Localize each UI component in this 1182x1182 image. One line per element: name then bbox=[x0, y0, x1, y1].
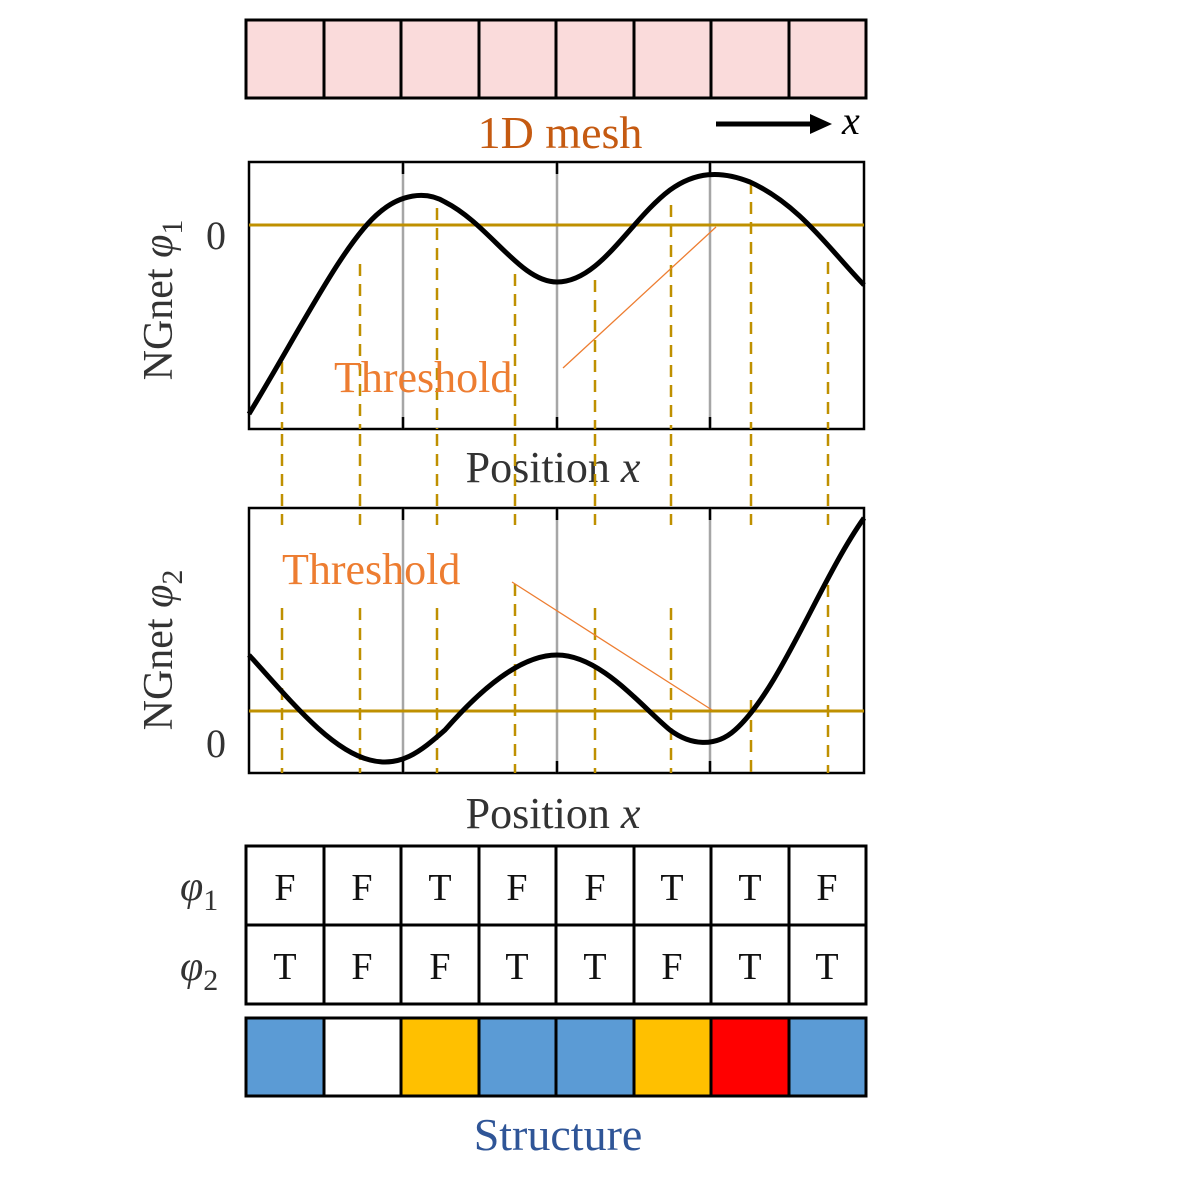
table-cell: F bbox=[429, 946, 450, 988]
table-cell: T bbox=[428, 867, 451, 909]
structure-cell bbox=[709, 1016, 791, 1098]
plot2-frame bbox=[247, 506, 866, 775]
plot1-zero-label: 0 bbox=[206, 213, 226, 258]
plot2-threshold-pointer bbox=[511, 581, 713, 711]
table-cell: T bbox=[273, 946, 296, 988]
mesh-axis-symbol: x bbox=[841, 98, 860, 143]
table-cell: F bbox=[584, 867, 605, 909]
structure-cell bbox=[322, 1016, 403, 1098]
table-cell: F bbox=[274, 867, 295, 909]
plot1-frame bbox=[247, 160, 866, 431]
table-row1-label: φ1 bbox=[180, 864, 218, 917]
table-cell: T bbox=[583, 946, 606, 988]
table-row2-values: T F F T T F T T bbox=[273, 946, 838, 988]
plot1-xlabel: Position x bbox=[466, 443, 641, 492]
connector-dashed-lines bbox=[280, 434, 830, 525]
table-cell: T bbox=[505, 946, 528, 988]
structure-label: Structure bbox=[474, 1109, 643, 1160]
x-axis-arrow bbox=[716, 114, 832, 134]
plot2-dashed-markers bbox=[280, 584, 830, 773]
plot1-threshold-pointer bbox=[562, 226, 717, 369]
table-row1-values: F F T F F T T F bbox=[274, 867, 837, 909]
mesh-row bbox=[244, 18, 868, 100]
plot1-threshold-label: Threshold bbox=[334, 353, 512, 402]
structure-cell bbox=[632, 1016, 713, 1098]
table-cell: F bbox=[506, 867, 527, 909]
table-cell: F bbox=[661, 946, 682, 988]
table-cell: F bbox=[816, 867, 837, 909]
structure-cell bbox=[244, 1016, 326, 1098]
plot2-curve bbox=[247, 516, 867, 765]
plot1-dashed-markers bbox=[280, 182, 830, 429]
table-cell: T bbox=[815, 946, 838, 988]
plot1-ylabel: NGnet φ1 bbox=[136, 220, 189, 381]
plot2-ylabel: NGnet φ2 bbox=[136, 570, 189, 731]
plot2-zero-label: 0 bbox=[206, 721, 226, 766]
structure-cell bbox=[554, 1016, 636, 1098]
plot1-curve bbox=[246, 171, 866, 416]
truth-table bbox=[244, 844, 868, 1006]
plot2-xlabel: Position x bbox=[466, 789, 641, 838]
table-cell: F bbox=[351, 946, 372, 988]
table-cell: T bbox=[738, 867, 761, 909]
plot2-threshold-label: Threshold bbox=[282, 545, 460, 594]
table-cell: T bbox=[738, 946, 761, 988]
table-cell: F bbox=[351, 867, 372, 909]
structure-cell bbox=[477, 1016, 558, 1098]
structure-row bbox=[244, 1016, 868, 1098]
mesh-label: 1D mesh bbox=[478, 107, 643, 158]
table-cell: T bbox=[660, 867, 683, 909]
structure-cell bbox=[787, 1016, 868, 1098]
table-row2-label: φ2 bbox=[180, 944, 218, 997]
structure-cell bbox=[399, 1016, 481, 1098]
